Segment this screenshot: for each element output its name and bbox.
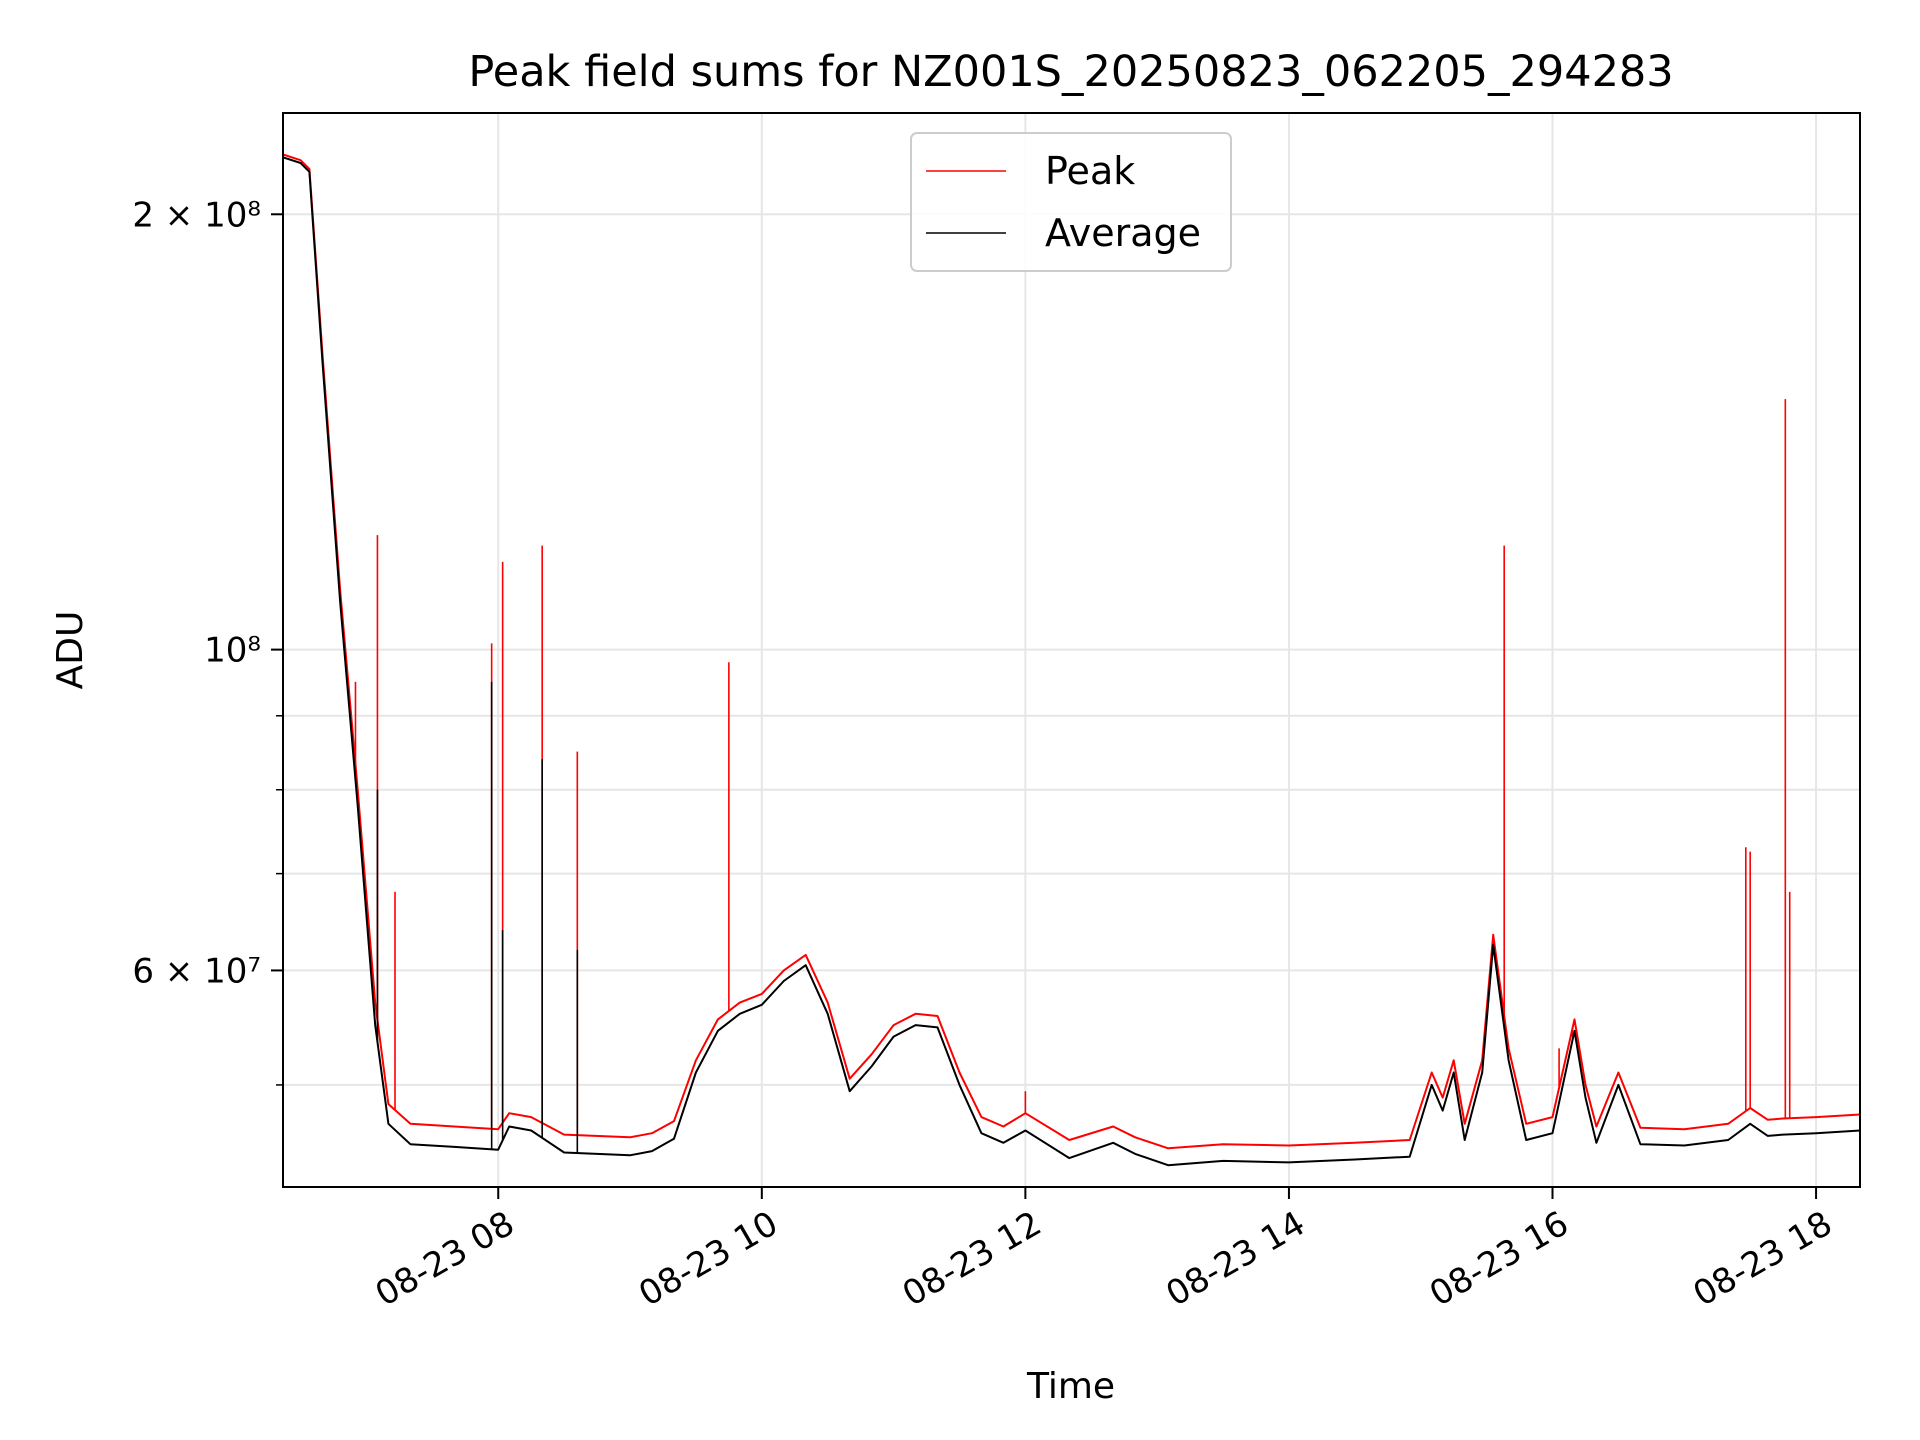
x-axis-label: Time: [1026, 1366, 1115, 1407]
y-tick-label: 10⁸: [204, 631, 261, 671]
series-group: [283, 153, 1860, 1167]
legend: Peak Average: [910, 132, 1232, 272]
series-line-average: [283, 156, 1860, 1167]
legend-label-average: Average: [1045, 211, 1201, 255]
chart-title: Peak field sums for NZ001S_20250823_0622…: [468, 47, 1673, 97]
y-axis-label: ADU: [50, 611, 91, 690]
grid: [283, 113, 1860, 1187]
y-tick-label: 2 × 10⁸: [132, 195, 261, 235]
plot-series: [283, 153, 1860, 1167]
y-tick-label: 6 × 10⁷: [132, 951, 261, 991]
legend-box: [910, 132, 1232, 272]
legend-label-peak: Peak: [1045, 149, 1135, 193]
series-line-peak: [283, 153, 1860, 1150]
y-axis: 6 × 10⁷ 10⁸ 2 × 10⁸: [132, 195, 283, 1086]
